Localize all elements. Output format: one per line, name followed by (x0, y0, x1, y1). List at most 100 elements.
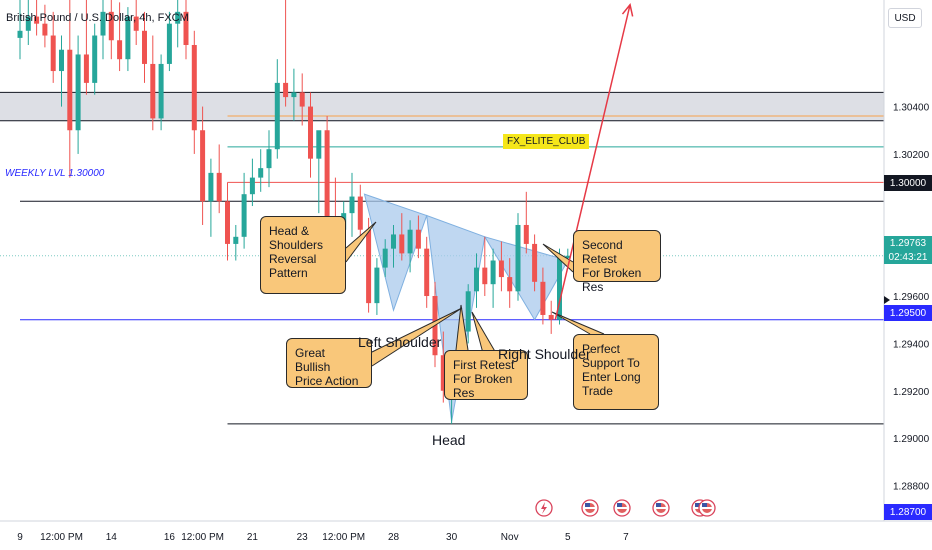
projection-arrow-layer (554, 3, 634, 320)
candle-body[interactable] (83, 54, 89, 83)
time-tick-label: 12:00 PM (322, 532, 365, 543)
candle-body[interactable] (100, 11, 106, 36)
candle-body[interactable] (249, 177, 255, 195)
candle-body[interactable] (490, 260, 496, 285)
candle-body[interactable] (34, 16, 40, 24)
candle-body[interactable] (565, 255, 571, 259)
candle-body[interactable] (108, 11, 114, 41)
left-shoulder-label: Left Shoulder (358, 334, 442, 350)
candle-body[interactable] (299, 92, 305, 107)
weekly-level-price-tag[interactable]: 1.30000 (884, 175, 932, 191)
us-flag-event-icon[interactable] (613, 499, 631, 517)
candle-body[interactable] (324, 130, 330, 225)
hs-callout-pointer (345, 221, 377, 263)
time-tick-label: 12:00 PM (40, 532, 83, 543)
candle-body[interactable] (374, 267, 380, 304)
candle-body[interactable] (316, 130, 322, 159)
candle-body[interactable] (125, 16, 131, 60)
candle-body[interactable] (225, 201, 230, 244)
lightning-glyph (541, 502, 547, 514)
us-flag-event-icon[interactable] (698, 499, 716, 517)
time-tick-label: Nov (501, 532, 519, 543)
candle-body[interactable] (142, 30, 147, 64)
candle-body[interactable] (415, 229, 421, 249)
perfect-support-pointer (551, 311, 605, 335)
candle-body[interactable] (548, 314, 554, 320)
candle-body[interactable] (183, 11, 189, 45)
candle-body[interactable] (274, 82, 280, 150)
candle-body[interactable] (233, 236, 239, 244)
support-level-price-tag[interactable]: 1.29500 (884, 305, 932, 321)
us-flag-event-icon[interactable] (581, 499, 599, 517)
candle-body[interactable] (158, 63, 164, 119)
candle-body[interactable] (507, 277, 513, 292)
price-tick-label: 1.29200 (893, 387, 930, 398)
candle-body[interactable] (216, 172, 222, 202)
candle-body[interactable] (200, 130, 206, 202)
candle-body[interactable] (482, 267, 488, 285)
candle-body[interactable] (208, 172, 214, 202)
pattern-shapes-layer (363, 193, 569, 422)
candle-body[interactable] (92, 35, 98, 83)
symbol-title[interactable]: British Pound / U.S. Dollar, 4h, FXCM (6, 12, 189, 24)
candle-body[interactable] (532, 243, 538, 282)
event-icons-layer[interactable] (535, 499, 716, 517)
time-axis-layer[interactable]: 9 12:00 PM 14 16 12:00 PM 21 23 12:00 PM 28 30 Nov… (0, 520, 932, 543)
second-retest-callout: Second Retest For Broken Res (573, 230, 661, 294)
candle-body[interactable] (117, 40, 123, 60)
candle-body[interactable] (465, 291, 471, 332)
candle-body[interactable] (440, 355, 446, 391)
price-tick-label: 1.29000 (893, 434, 930, 445)
candle-body[interactable] (366, 229, 372, 304)
candle-body[interactable] (191, 44, 197, 131)
candle-body[interactable] (258, 168, 264, 178)
current-price-tag[interactable]: 1.29763 (884, 236, 932, 250)
bottom-price-tag[interactable]: 1.28700 (884, 504, 932, 520)
time-tick-label: 21 (247, 532, 259, 543)
weekly-level-label: WEEKLY LVL 1.30000 (5, 168, 105, 179)
candle-body[interactable] (515, 224, 521, 292)
candle-body[interactable] (357, 196, 363, 230)
candle-body[interactable] (557, 258, 562, 320)
candle-body[interactable] (67, 49, 73, 131)
candle-body[interactable] (17, 30, 23, 38)
projection-arrow-head (621, 3, 634, 17)
candle-body[interactable] (291, 92, 297, 98)
candle-body[interactable] (283, 82, 289, 98)
candle-body[interactable] (166, 23, 172, 64)
candle-body[interactable] (50, 35, 56, 72)
us-flag-event-icon[interactable] (652, 499, 670, 517)
candle-body[interactable] (25, 16, 31, 31)
candle-body[interactable] (42, 23, 48, 36)
candle-body[interactable] (266, 149, 272, 169)
currency-badge[interactable]: USD (888, 8, 922, 28)
candle-body[interactable] (399, 234, 405, 254)
candle-body[interactable] (241, 194, 247, 237)
candle-body[interactable] (540, 281, 546, 315)
candle-body[interactable] (523, 224, 529, 244)
perfect-support-callout: Perfect Support To Enter Long Trade (573, 334, 659, 410)
candle-body[interactable] (349, 196, 355, 214)
candle-body[interactable] (498, 260, 504, 278)
candle-body[interactable] (133, 16, 139, 31)
candle-body[interactable] (150, 63, 156, 119)
candle-body[interactable] (424, 248, 430, 297)
candle-body[interactable] (175, 11, 181, 24)
price-tick-label: 1.29600 (893, 292, 930, 303)
candle-body[interactable] (382, 248, 388, 268)
candle-body[interactable] (407, 229, 413, 254)
price-tick-label: 1.30200 (893, 150, 930, 161)
candle-body[interactable] (59, 49, 64, 72)
candle-body[interactable] (474, 267, 479, 292)
countdown-tag[interactable]: 02:43:21 (884, 250, 932, 264)
first-retest-callout: First Retest For Broken Res (444, 350, 528, 400)
time-tick-label: 23 (297, 532, 309, 543)
candle-body[interactable] (75, 54, 81, 131)
price-tick-label: 1.30400 (893, 103, 930, 114)
axis-marker-icon (884, 296, 890, 304)
candle-body[interactable] (391, 234, 396, 249)
time-tick-label: 28 (388, 532, 400, 543)
candle-body[interactable] (308, 106, 313, 159)
time-tick-label: 16 (164, 532, 176, 543)
